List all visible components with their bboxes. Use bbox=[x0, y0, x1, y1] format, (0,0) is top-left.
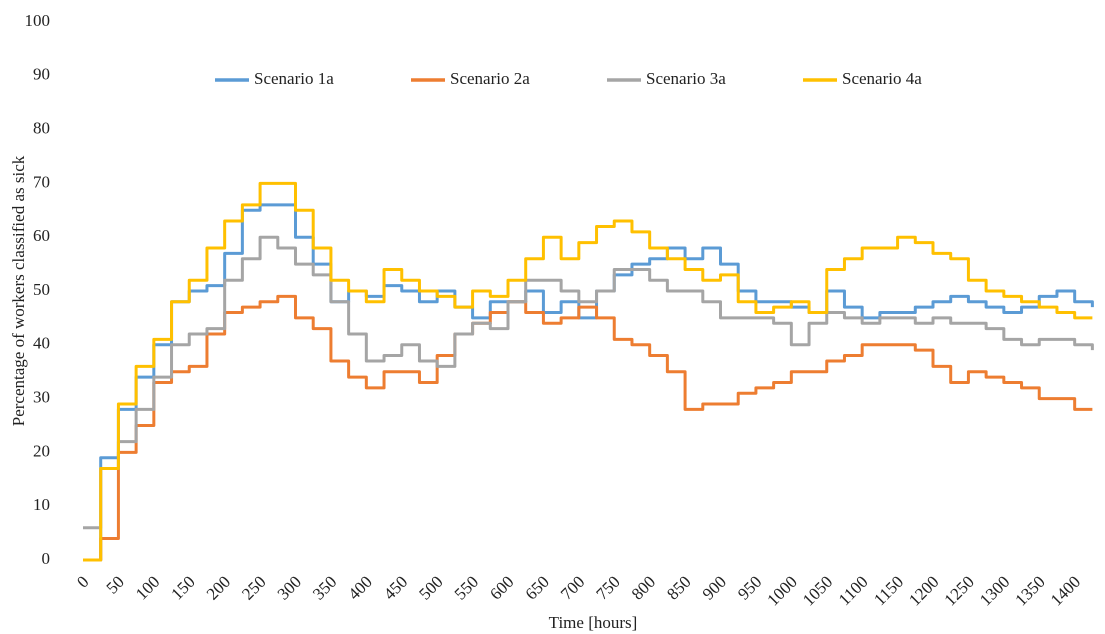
x-tick-label: 1250 bbox=[941, 572, 978, 609]
x-tick-label: 200 bbox=[203, 572, 234, 603]
series-line bbox=[83, 235, 1094, 530]
x-tick-label: 800 bbox=[628, 572, 659, 603]
y-tick-label: 40 bbox=[33, 334, 50, 353]
x-tick-label: 0 bbox=[73, 572, 92, 591]
x-tick-label: 750 bbox=[592, 572, 623, 603]
x-tick-label: 150 bbox=[167, 572, 198, 603]
y-tick-label: 80 bbox=[33, 119, 50, 138]
y-tick-label: 100 bbox=[25, 11, 51, 30]
x-axis-label: Time [hours] bbox=[549, 613, 638, 632]
x-tick-label: 400 bbox=[344, 572, 375, 603]
y-tick-label: 70 bbox=[33, 172, 50, 191]
legend-label: Scenario 2a bbox=[450, 69, 530, 88]
y-tick-label: 20 bbox=[33, 441, 50, 460]
x-tick-label: 1200 bbox=[905, 572, 942, 609]
x-tick-label: 1100 bbox=[835, 572, 872, 609]
x-tick-label: 1150 bbox=[870, 572, 907, 609]
y-axis-label: Percentage of workers classified as sick bbox=[9, 155, 28, 426]
y-tick-label: 90 bbox=[33, 65, 50, 84]
x-tick-label: 1300 bbox=[976, 572, 1013, 609]
y-tick-label: 50 bbox=[33, 280, 50, 299]
x-tick-label: 1400 bbox=[1047, 572, 1084, 609]
x-tick-label: 550 bbox=[451, 572, 482, 603]
x-tick-label: 600 bbox=[486, 572, 517, 603]
x-tick-label: 650 bbox=[522, 572, 553, 603]
x-tick-label: 850 bbox=[663, 572, 694, 603]
x-tick-label: 900 bbox=[699, 572, 730, 603]
x-tick-label: 100 bbox=[132, 572, 163, 603]
x-tick-label: 1050 bbox=[799, 572, 836, 609]
series-line bbox=[83, 294, 1093, 562]
y-tick-label: 60 bbox=[33, 226, 50, 245]
x-tick-label: 700 bbox=[557, 572, 588, 603]
x-tick-label: 300 bbox=[274, 572, 305, 603]
y-tick-label: 30 bbox=[33, 388, 50, 407]
legend-label: Scenario 3a bbox=[646, 69, 726, 88]
x-tick-label: 1000 bbox=[763, 572, 800, 609]
x-tick-label: 350 bbox=[309, 572, 340, 603]
series-line bbox=[83, 203, 1094, 562]
legend-label: Scenario 1a bbox=[254, 69, 334, 88]
legend-label: Scenario 4a bbox=[842, 69, 922, 88]
x-tick-label: 1350 bbox=[1011, 572, 1048, 609]
x-tick-label: 50 bbox=[103, 572, 128, 597]
y-tick-label: 10 bbox=[33, 495, 50, 514]
x-tick-label: 450 bbox=[380, 572, 411, 603]
series-line bbox=[83, 181, 1093, 562]
x-tick-label: 500 bbox=[415, 572, 446, 603]
x-tick-label: 250 bbox=[238, 572, 269, 603]
x-tick-label: 950 bbox=[734, 572, 765, 603]
y-tick-label: 0 bbox=[42, 549, 51, 568]
